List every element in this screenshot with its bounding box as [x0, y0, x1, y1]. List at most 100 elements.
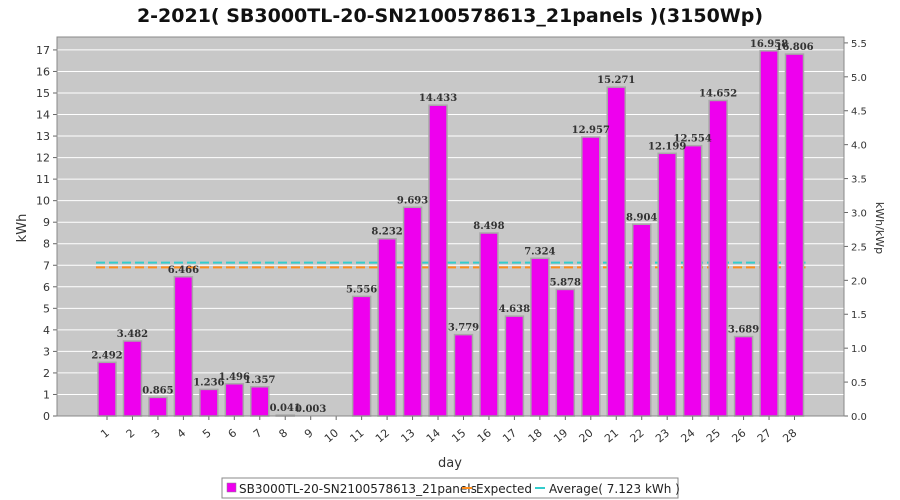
bars — [97, 50, 805, 417]
bar — [759, 50, 779, 417]
bar — [250, 386, 270, 417]
x-tick-label: 23 — [653, 426, 672, 445]
x-tick-label: 9 — [302, 426, 316, 440]
bar — [173, 276, 194, 417]
bar — [682, 144, 703, 417]
bar — [784, 53, 805, 417]
y-tick-label: 12 — [36, 152, 50, 165]
y-tick-label: 6 — [43, 281, 50, 294]
bar — [377, 237, 397, 417]
bar — [708, 99, 728, 417]
x-tick-label: 16 — [475, 426, 494, 445]
bar-value-label: 5.878 — [550, 277, 581, 288]
y2-tick-label: 1.0 — [851, 344, 867, 355]
x-tick-label: 26 — [729, 426, 748, 445]
x-tick-label: 3 — [149, 426, 163, 440]
y2-tick-label: 0.5 — [851, 378, 867, 389]
y-tick-label: 7 — [43, 259, 50, 272]
bar-value-label: 9.693 — [397, 195, 428, 206]
y-tick-label: 1 — [43, 388, 50, 401]
bar-value-label: 6.466 — [168, 265, 199, 276]
x-tick-label: 20 — [577, 426, 596, 445]
x-tick-label: 11 — [347, 426, 366, 445]
x-tick-label: 1 — [98, 426, 112, 440]
bar-value-label: 12.554 — [674, 134, 712, 145]
y2-tick-label: 0.0 — [851, 412, 867, 423]
bar — [581, 136, 601, 417]
bar — [453, 333, 474, 417]
y2-tick-label: 2.5 — [851, 242, 867, 253]
y2-tick-label: 4.0 — [851, 141, 867, 152]
y2-tick-label: 4.5 — [851, 107, 867, 118]
x-tick-label: 14 — [424, 426, 443, 445]
plot-border — [56, 36, 845, 417]
x-tick-label: 8 — [276, 426, 290, 440]
y-tick-label: 17 — [36, 44, 50, 57]
x-tick-label: 19 — [551, 426, 570, 445]
legend-expected-label: Expected — [476, 482, 532, 496]
y-tick-label: 9 — [43, 216, 50, 229]
x-tick-label: 28 — [780, 426, 799, 445]
bar-value-label: 3.482 — [117, 329, 148, 340]
y-tick-label: 10 — [36, 195, 50, 208]
y2-axis-label: kWh/kWp — [873, 202, 886, 254]
legend-box — [221, 477, 679, 499]
bar-value-label: 15.271 — [597, 75, 635, 86]
x-tick-label: 15 — [449, 426, 468, 445]
bar-value-label: 16.958 — [750, 39, 788, 50]
bar-value-label: 1.496 — [219, 372, 250, 383]
bar-value-label: 7.324 — [524, 246, 555, 257]
y-tick-label: 0 — [43, 410, 50, 423]
bar-value-label: 14.433 — [419, 93, 457, 104]
y-tick-label: 11 — [36, 173, 50, 186]
y-tick-label: 3 — [43, 345, 50, 358]
x-tick-label: 24 — [678, 426, 697, 445]
y-tick-label: 15 — [36, 87, 50, 100]
bar — [122, 340, 143, 417]
bar-value-label: 4.638 — [499, 304, 530, 315]
x-axis-label: day — [438, 456, 462, 471]
y2-tick-label: 3.5 — [851, 175, 867, 186]
bar-value-label: 8.498 — [473, 221, 504, 232]
bar — [631, 223, 652, 417]
y-tick-label: 14 — [36, 109, 50, 122]
bar — [97, 361, 117, 417]
y-tick-label: 2 — [43, 367, 50, 380]
x-tick-label: 12 — [373, 426, 392, 445]
bar — [733, 335, 754, 417]
y-tick-label: 13 — [36, 130, 50, 143]
x-tick-label: 22 — [628, 426, 647, 445]
legend-swatch-series — [226, 482, 237, 493]
bar — [504, 315, 525, 417]
y2-tick-label: 3.0 — [851, 208, 867, 219]
x-tick-label: 21 — [602, 426, 621, 445]
x-tick-label: 7 — [251, 426, 265, 440]
x-tick-label: 25 — [704, 426, 723, 445]
x-tick-label: 17 — [500, 426, 519, 445]
legend: SB3000TL-20-SN2100578613_21panels Expect… — [221, 477, 680, 499]
bar-value-label: 16.806 — [775, 42, 813, 53]
bar-value-label: 12.199 — [648, 141, 686, 152]
y2-tick-label: 5.0 — [851, 73, 867, 84]
bar-value-label: 0.865 — [142, 385, 173, 396]
x-tick-label: 5 — [200, 426, 214, 440]
x-tick-label: 6 — [226, 426, 240, 440]
bar-value-label: 12.957 — [572, 125, 610, 136]
bar — [199, 388, 219, 417]
y2-tick-label: 5.5 — [851, 39, 867, 50]
x-tick-label: 27 — [755, 426, 774, 445]
y-tick-label: 8 — [43, 238, 50, 251]
bar — [428, 104, 448, 417]
x-axis-ticks: 1 2 3 4 5 6 7 8 9 10 11 12 13 14 15 16 17 18 19 20 21 22 23 24 2… — [98, 416, 799, 445]
x-tick-label: 10 — [322, 426, 341, 445]
y2-tick-label: 1.5 — [851, 310, 867, 321]
y-axis-label: kWh — [15, 214, 30, 243]
legend-average-label: Average( 7.123 kWh ) — [549, 482, 680, 496]
y-tick-label: 4 — [43, 324, 50, 337]
bar-value-label: 0.041 — [270, 403, 301, 414]
chart-title: 2-2021( SB3000TL-20-SN2100578613_21panel… — [137, 5, 763, 27]
